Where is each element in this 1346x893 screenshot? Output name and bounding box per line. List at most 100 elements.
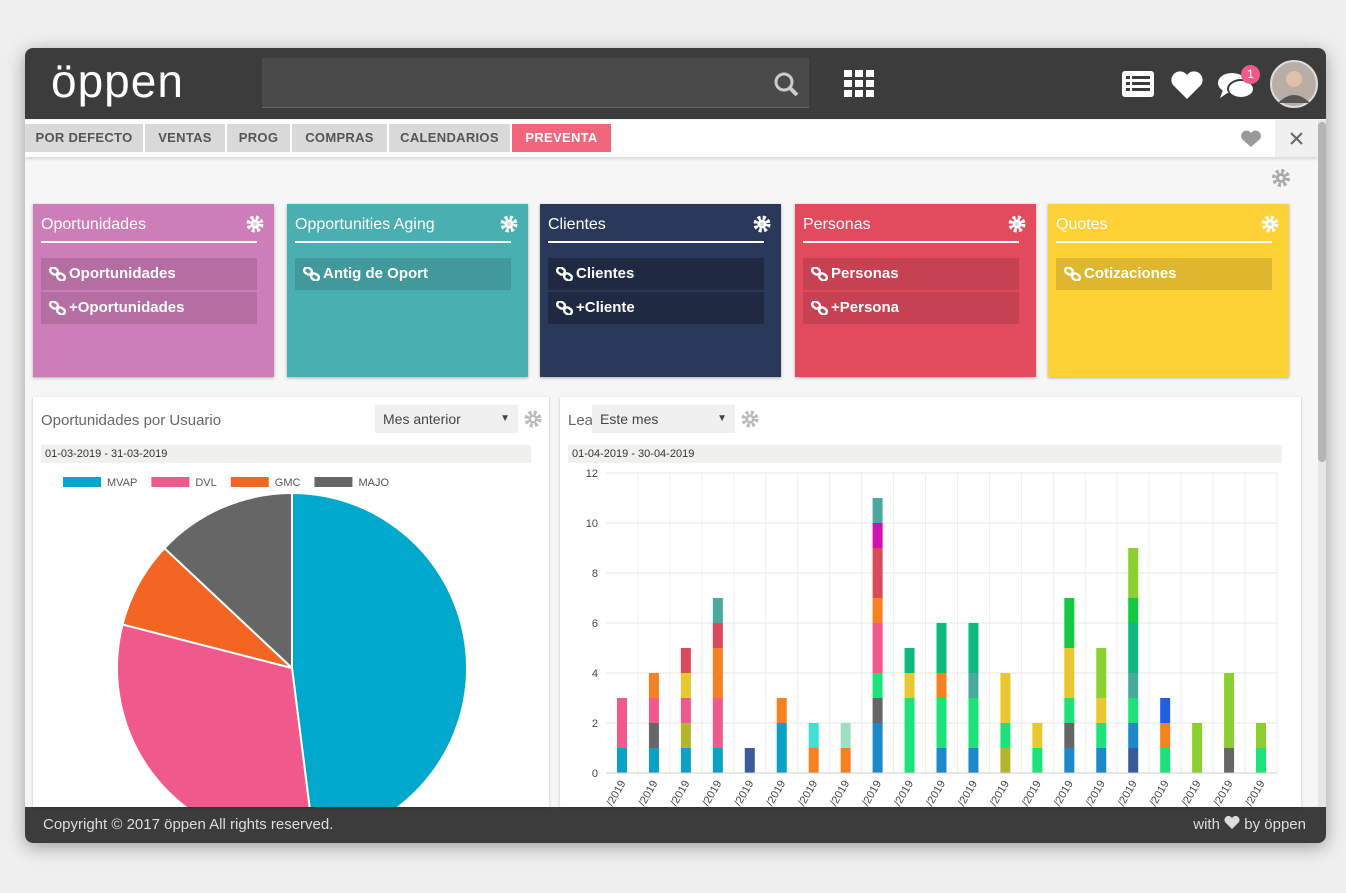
tab-bar: POR DEFECTO VENTAS PROG COMPRAS CALENDARIOS P…	[25, 120, 1318, 157]
settings-icon[interactable]	[524, 410, 542, 428]
card-link[interactable]: Oportunidades	[41, 258, 257, 290]
module-card[interactable]: Oportunidades Oportunidades +Oportunidades	[33, 204, 274, 377]
legend-swatch	[151, 477, 190, 487]
x-tick-label: /2019	[700, 779, 724, 808]
card-underline	[803, 241, 1019, 243]
bar-segment	[1096, 723, 1107, 748]
period-select[interactable]: Este mes ▼	[592, 405, 735, 433]
bar-segment	[680, 723, 691, 748]
bar-segment	[1000, 748, 1011, 773]
pie-slice	[116, 623, 311, 807]
x-tick-label: /2019	[892, 779, 916, 808]
tab[interactable]: VENTAS	[145, 124, 225, 152]
tab[interactable]: PREVENTA	[512, 124, 611, 152]
card-link[interactable]: +Persona	[803, 292, 1019, 324]
bar-segment	[872, 598, 883, 623]
settings-icon[interactable]	[1008, 215, 1026, 233]
favorite-tab-icon[interactable]	[1240, 130, 1262, 148]
bar-segment	[872, 548, 883, 598]
y-tick-label: 10	[586, 518, 598, 530]
card-link[interactable]: +Cliente	[548, 292, 764, 324]
module-card[interactable]: Personas Personas +Persona	[795, 204, 1036, 377]
bar-segment	[648, 673, 659, 698]
x-tick-label: /2019	[988, 779, 1012, 808]
card-title: Opportunities Aging	[295, 216, 435, 233]
date-range: 01-04-2019 - 30-04-2019	[568, 445, 1282, 463]
module-card[interactable]: Quotes Cotizaciones	[1048, 204, 1289, 377]
bar-segment	[1064, 748, 1075, 773]
card-underline	[1056, 241, 1272, 243]
bar-segment	[1160, 748, 1171, 773]
x-tick-label: /2019	[636, 779, 660, 808]
tab[interactable]: CALENDARIOS	[389, 124, 510, 152]
card-link[interactable]: Cotizaciones	[1056, 258, 1272, 290]
bar-segment	[872, 723, 883, 773]
tab[interactable]: PROG	[227, 124, 290, 152]
bar-segment	[616, 698, 627, 748]
bar-segment	[1064, 648, 1075, 698]
legend-label: MAJO	[358, 477, 389, 489]
chart: 0 2 4 6 8 10 12/2019/2019/2019/2019/2019/2019 /…	[586, 468, 1278, 808]
card-link-text: Clientes	[576, 265, 635, 282]
x-tick-label: /2019	[1052, 779, 1076, 808]
x-tick-label: /2019	[668, 779, 692, 808]
x-tick-label: /2019	[732, 779, 756, 808]
bar-segment	[808, 723, 819, 748]
settings-icon[interactable]	[753, 215, 771, 233]
bar-segment	[712, 623, 723, 648]
bar-segment	[744, 748, 755, 773]
bar-segment	[648, 748, 659, 773]
module-card[interactable]: Opportunities Aging Antig de Oport	[287, 204, 528, 377]
copyright: Copyright © 2017 öppen All rights reserv…	[43, 816, 334, 833]
bar-segment	[1064, 723, 1075, 748]
bar-segment	[776, 698, 787, 723]
bar-segment	[840, 748, 851, 773]
close-tab-button[interactable]	[1275, 120, 1318, 157]
x-tick-label: /2019	[1180, 779, 1204, 808]
bar-segment	[904, 698, 915, 773]
tab[interactable]: POR DEFECTO	[25, 124, 143, 152]
bar-segment	[680, 748, 691, 773]
search-box[interactable]	[262, 58, 809, 108]
settings-icon[interactable]	[1261, 215, 1279, 233]
bar-segment	[936, 623, 947, 673]
footer-by: by öppen	[1244, 816, 1306, 833]
bar-segment	[872, 523, 883, 548]
list-icon[interactable]	[1121, 70, 1155, 98]
bar-segment	[1032, 723, 1043, 748]
settings-icon[interactable]	[500, 215, 518, 233]
select-value: Mes anterior	[383, 411, 461, 427]
chart-panel: Oportunidades por Usuario Mes anterior ▼ 01…	[33, 397, 549, 807]
card-link[interactable]: Antig de Oport	[295, 258, 511, 290]
card-link[interactable]: Clientes	[548, 258, 764, 290]
bar-segment	[968, 673, 979, 698]
avatar[interactable]	[1270, 59, 1318, 109]
footer-with: with	[1193, 816, 1220, 833]
bar-segment	[680, 673, 691, 698]
favorites-icon[interactable]	[1170, 70, 1204, 100]
legend-label: MVAP	[107, 477, 137, 489]
bar-segment	[872, 698, 883, 723]
x-tick-label: /2019	[1116, 779, 1140, 808]
bar-segment	[808, 748, 819, 773]
x-tick-label: /2019	[1020, 779, 1044, 808]
x-tick-label: /2019	[796, 779, 820, 808]
y-tick-label: 2	[592, 718, 598, 730]
module-card[interactable]: Clientes Clientes +Cliente	[540, 204, 781, 377]
card-link[interactable]: +Oportunidades	[41, 292, 257, 324]
settings-icon[interactable]	[246, 215, 264, 233]
bar-segment	[936, 673, 947, 698]
footer-credit: with by öppen	[1193, 807, 1306, 843]
y-tick-label: 8	[592, 568, 598, 580]
apps-icon[interactable]	[844, 70, 876, 98]
app-window: öppen 1 POR DEFECTO VENTAS PROG COMPRAS CALE…	[25, 48, 1326, 843]
settings-icon[interactable]	[741, 410, 759, 428]
period-select[interactable]: Mes anterior ▼	[375, 405, 518, 433]
settings-icon[interactable]	[1271, 168, 1291, 188]
chat-icon[interactable]	[1217, 70, 1257, 102]
tab[interactable]: COMPRAS	[292, 124, 387, 152]
x-tick-label: /2019	[924, 779, 948, 808]
card-link-text: Cotizaciones	[1084, 265, 1177, 282]
card-link[interactable]: Personas	[803, 258, 1019, 290]
